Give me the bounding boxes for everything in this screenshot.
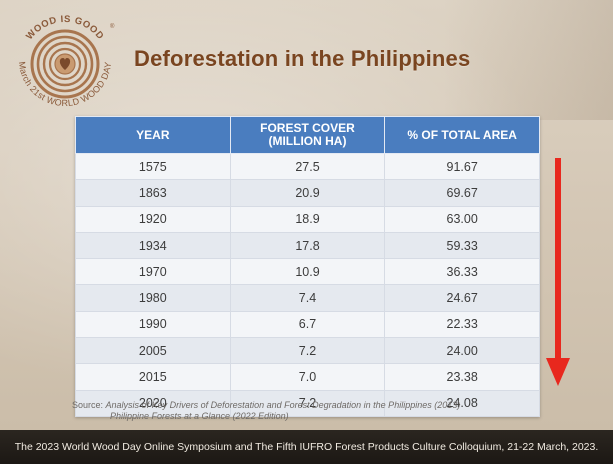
- table-row: 1575 27.5 91.67: [75, 152, 540, 181]
- heart-icon: [59, 58, 71, 70]
- footer-banner: The 2023 World Wood Day Online Symposium…: [0, 430, 613, 464]
- table-row: 1934 17.8 59.33: [75, 231, 540, 260]
- deforestation-table-container: YEAR FOREST COVER (MILLION HA) % OF TOTA…: [75, 116, 540, 417]
- cell-forest-cover: 7.2: [229, 389, 386, 417]
- cell-percent: 24.67: [384, 284, 540, 312]
- world-wood-day-logo: WOOD IS GOOD ® March 21st WORLD WOOD DAY: [17, 14, 115, 108]
- cell-year: 1934: [75, 231, 231, 260]
- source-text-1: Analysis of Key Drivers of Deforestation…: [105, 400, 461, 410]
- cell-year: 2015: [75, 363, 231, 391]
- cell-forest-cover: 6.7: [229, 310, 386, 339]
- cell-year: 1970: [75, 258, 231, 286]
- cell-year: 1575: [75, 152, 231, 181]
- cell-year: 1990: [75, 310, 231, 339]
- cell-forest-cover: 10.9: [229, 258, 386, 286]
- cell-percent: 63.00: [384, 205, 540, 233]
- cell-forest-cover: 18.9: [229, 205, 386, 233]
- presentation-slide: WOOD IS GOOD ® March 21st WORLD WOOD DAY…: [0, 0, 613, 430]
- cell-forest-cover: 7.0: [229, 363, 386, 391]
- cell-percent: 23.38: [384, 363, 540, 391]
- table-body: 1575 27.5 91.67 1863 20.9 69.67 1920 18.…: [75, 152, 540, 417]
- cell-percent: 24.08: [384, 389, 540, 417]
- table-row: 1980 7.4 24.67: [75, 284, 540, 312]
- cell-year: 1863: [75, 179, 231, 207]
- cell-year: 2020: [75, 389, 231, 417]
- table-row: 1990 6.7 22.33: [75, 310, 540, 339]
- cell-percent: 91.67: [384, 152, 540, 181]
- table-row: 1863 20.9 69.67: [75, 179, 540, 207]
- deforestation-table: YEAR FOREST COVER (MILLION HA) % OF TOTA…: [75, 116, 540, 417]
- cell-percent: 22.33: [384, 310, 540, 339]
- table-row: 1970 10.9 36.33: [75, 258, 540, 286]
- cell-forest-cover: 7.4: [229, 284, 386, 312]
- table-row: 2020 7.2 24.08: [75, 389, 540, 417]
- slide-title: Deforestation in the Philippines: [134, 46, 471, 71]
- table-row: 2005 7.2 24.00: [75, 337, 540, 365]
- header-forest-cover: FOREST COVER (MILLION HA): [229, 116, 386, 154]
- cell-forest-cover: 7.2: [229, 337, 386, 365]
- down-arrow-icon: [546, 158, 570, 386]
- header-forest-cover-line1: FOREST COVER: [260, 121, 355, 135]
- source-line-1: Source: Analysis of Key Drivers of Defor…: [72, 400, 460, 411]
- logo-registered-mark: ®: [110, 23, 115, 30]
- header-percent-total-area: % OF TOTAL AREA: [384, 116, 540, 154]
- cell-forest-cover: 20.9: [229, 179, 386, 207]
- header-year: YEAR: [75, 116, 231, 154]
- header-forest-cover-line2: (MILLION HA): [268, 134, 347, 148]
- source-line-2: Philippine Forests at a Glance (2022 Edi…: [110, 410, 289, 421]
- table-row: 1920 18.9 63.00: [75, 205, 540, 233]
- cell-forest-cover: 17.8: [229, 231, 386, 260]
- slide-background-shade: [443, 0, 613, 120]
- cell-percent: 59.33: [384, 231, 540, 260]
- cell-forest-cover: 27.5: [229, 152, 386, 181]
- cell-percent: 24.00: [384, 337, 540, 365]
- table-header-row: YEAR FOREST COVER (MILLION HA) % OF TOTA…: [75, 116, 540, 154]
- cell-year: 1980: [75, 284, 231, 312]
- cell-percent: 36.33: [384, 258, 540, 286]
- table-row: 2015 7.0 23.38: [75, 363, 540, 391]
- cell-percent: 69.67: [384, 179, 540, 207]
- source-citation: Source: Analysis of Key Drivers of Defor…: [72, 400, 460, 421]
- source-label: Source:: [72, 400, 104, 410]
- cell-year: 1920: [75, 205, 231, 233]
- cell-year: 2005: [75, 337, 231, 365]
